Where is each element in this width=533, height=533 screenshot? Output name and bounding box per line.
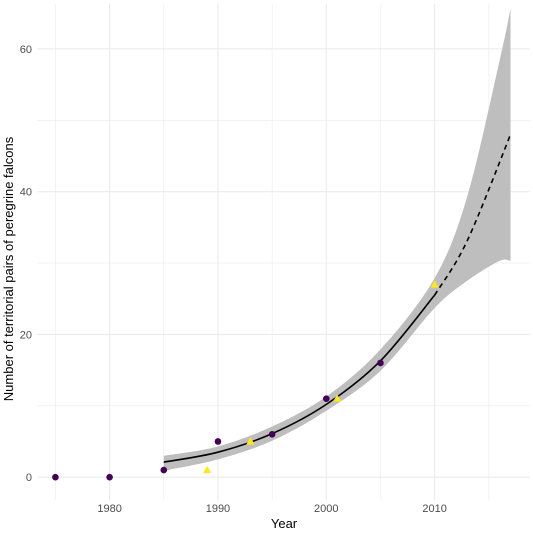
x-axis-title: Year — [271, 516, 298, 531]
data-point-triangle — [246, 437, 255, 445]
y-tick-label: 20 — [20, 329, 32, 341]
data-point-triangle — [202, 465, 212, 474]
y-tick-labels: 0 20 40 60 — [20, 44, 32, 484]
data-point-circle — [52, 473, 59, 481]
data-point-circle — [160, 466, 168, 474]
y-tick-label: 60 — [20, 44, 32, 56]
grid-major — [37, 4, 530, 500]
fit-line-projection — [433, 134, 512, 296]
x-tick-label: 2010 — [422, 503, 446, 515]
x-tick-labels: 1980 1990 2000 2010 — [97, 503, 447, 515]
x-tick-label: 1990 — [206, 503, 230, 515]
fit-line — [163, 294, 436, 463]
data-point-circle — [268, 431, 276, 438]
y-axis-title: Number of territorial pairs of peregrine… — [1, 136, 16, 401]
data-point-circle — [377, 359, 384, 367]
x-tick-label: 2000 — [314, 503, 338, 515]
data-point-triangle — [430, 280, 439, 288]
data-point-triangle — [332, 394, 342, 402]
data-point-circle — [106, 473, 113, 481]
data-point-circle — [214, 438, 222, 445]
fit-layer — [163, 8, 512, 471]
data-point-circle — [322, 395, 330, 402]
points-layer — [52, 280, 439, 481]
y-tick-label: 0 — [26, 472, 32, 484]
y-tick-label: 40 — [20, 187, 32, 199]
x-tick-label: 1980 — [97, 503, 121, 515]
